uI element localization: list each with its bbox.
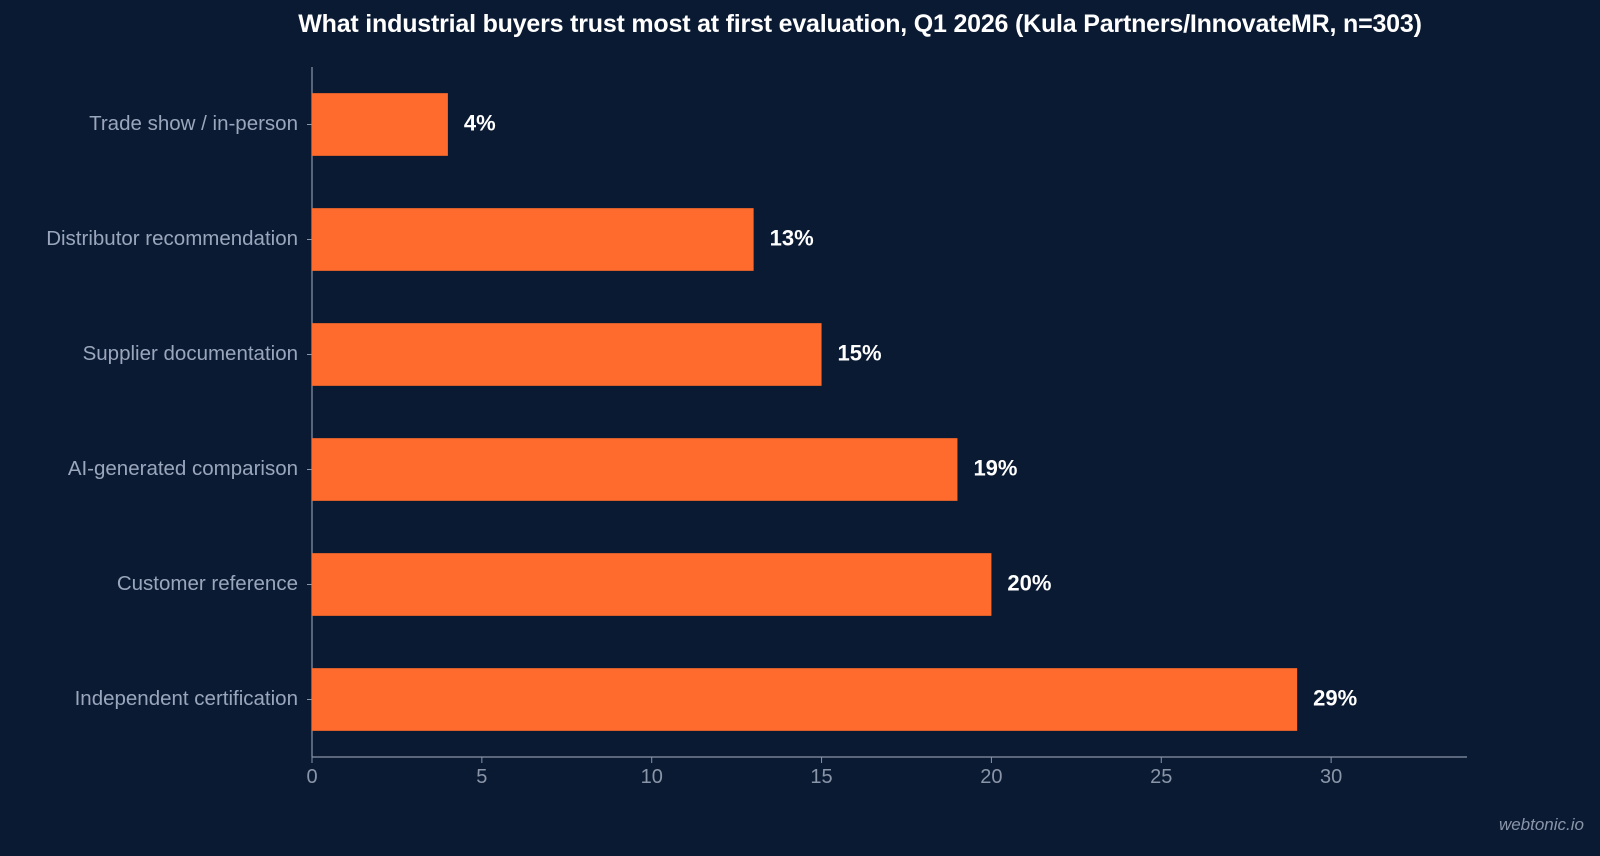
bar [312,323,822,386]
bar [312,668,1298,731]
bar [312,93,448,156]
value-label: 29% [1313,685,1357,710]
chart-title: What industrial buyers trust most at fir… [298,10,1422,38]
x-tick-label: 15 [810,766,832,788]
x-tick-label: 25 [1150,766,1172,788]
x-tick-label: 5 [476,766,487,788]
category-label: Independent certification [75,687,298,710]
category-label: AI-generated comparison [68,457,298,480]
value-label: 20% [1007,570,1051,595]
value-label: 4% [464,110,496,135]
category-label: Customer reference [117,572,298,595]
value-label: 19% [973,455,1017,480]
x-tick-label: 10 [641,766,663,788]
category-label: Supplier documentation [83,342,298,365]
bar [312,208,754,271]
x-tick-label: 20 [980,766,1002,788]
category-label: Trade show / in-person [89,112,298,135]
category-label: Distributor recommendation [46,227,298,250]
bar [312,438,958,501]
watermark: webtonic.io [1498,815,1584,834]
bar [312,553,992,616]
value-label: 15% [838,340,882,365]
x-tick-label: 30 [1320,766,1342,788]
value-label: 13% [770,225,814,250]
x-tick-label: 0 [306,766,317,788]
